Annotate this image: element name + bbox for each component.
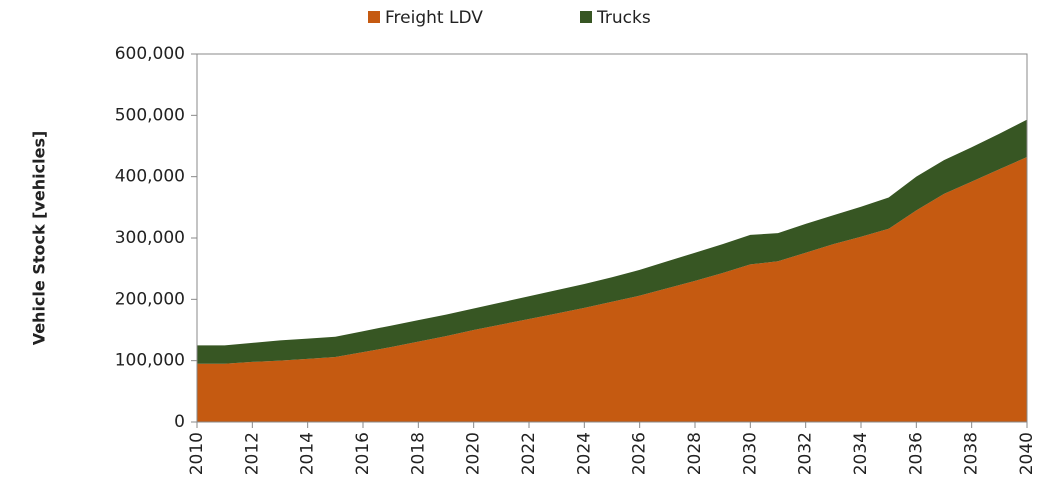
x-tick-label: 2040 bbox=[1017, 432, 1037, 475]
x-tick-label: 2010 bbox=[187, 432, 207, 475]
area bbox=[197, 157, 1027, 423]
legend-swatch bbox=[580, 11, 592, 23]
x-tick-label: 2030 bbox=[740, 432, 760, 475]
x-tick-label: 2038 bbox=[962, 432, 982, 475]
y-tick-label: 600,000 bbox=[115, 44, 185, 64]
x-tick-label: 2028 bbox=[685, 432, 705, 475]
y-tick-label: 300,000 bbox=[115, 228, 185, 248]
y-tick-label: 400,000 bbox=[115, 167, 185, 187]
legend-label: Freight LDV bbox=[385, 8, 483, 28]
y-axis-label: Vehicle Stock [vehicles] bbox=[30, 131, 49, 346]
y-tick-label: 0 bbox=[174, 412, 185, 432]
x-tick-label: 2034 bbox=[851, 432, 871, 475]
x-tick-label: 2022 bbox=[519, 432, 539, 475]
legend-swatch bbox=[368, 11, 380, 23]
x-tick-label: 2020 bbox=[464, 432, 484, 475]
x-tick-label: 2036 bbox=[906, 432, 926, 475]
x-tick-label: 2018 bbox=[408, 432, 428, 475]
x-tick-label: 2016 bbox=[353, 432, 373, 475]
y-tick-label: 100,000 bbox=[115, 351, 185, 371]
x-tick-label: 2012 bbox=[242, 432, 262, 475]
y-tick-label: 500,000 bbox=[115, 105, 185, 125]
x-tick-label: 2032 bbox=[796, 432, 816, 475]
x-tick-label: 2014 bbox=[298, 432, 318, 475]
x-tick-label: 2026 bbox=[630, 432, 650, 475]
y-tick-label: 200,000 bbox=[115, 289, 185, 309]
legend-label: Trucks bbox=[596, 8, 651, 28]
x-tick-label: 2024 bbox=[574, 432, 594, 475]
